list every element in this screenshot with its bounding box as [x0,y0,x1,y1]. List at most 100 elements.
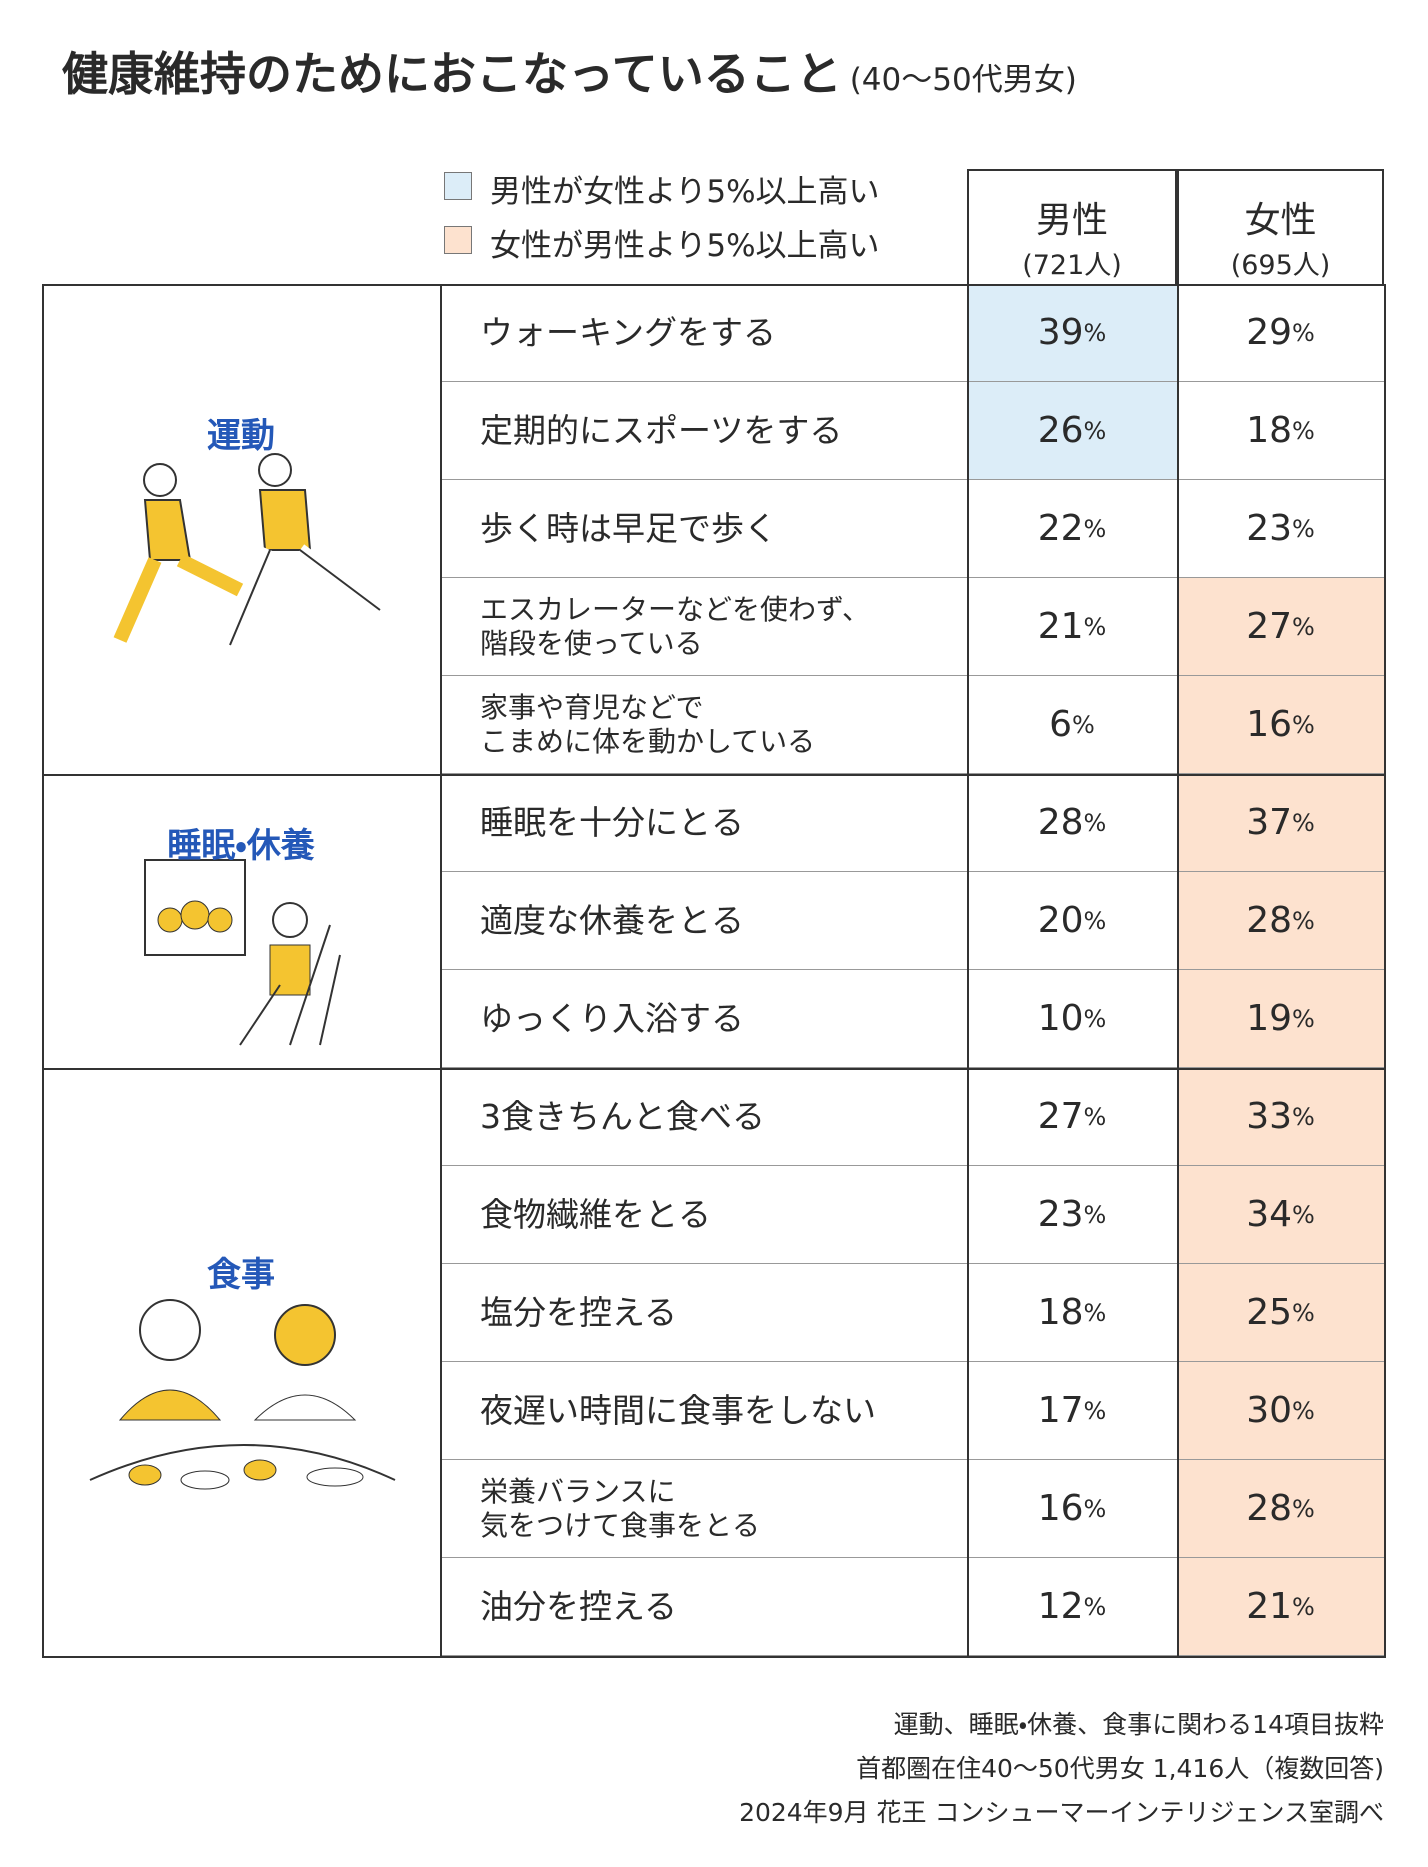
unit: % [1292,710,1315,739]
item-cell: 油分を控える [440,1558,967,1656]
unit: % [1292,612,1315,641]
rest-illustration [144,859,341,1046]
unit: % [1083,1102,1107,1131]
value: 6 [1049,704,1073,745]
value: 29 [1246,312,1292,353]
value-cell: 21% [1177,1558,1384,1656]
value: 23 [1037,1194,1084,1235]
value-cell: 37% [1177,774,1384,872]
value-cell: 16% [1177,676,1384,774]
unit: % [1083,416,1107,445]
legend-swatch [444,172,472,200]
value: 19 [1246,998,1292,1039]
column-count: (695人) [1230,250,1331,281]
unit: % [1083,1396,1107,1425]
unit: % [1083,1494,1107,1523]
column-label: 女性 [1244,200,1317,241]
unit: % [1292,1200,1315,1229]
value: 37 [1246,802,1292,843]
unit: % [1083,514,1107,543]
value: 22 [1037,508,1084,549]
running-illustration [113,453,385,648]
unit: % [1292,318,1315,347]
value-cell: 26% [967,382,1177,480]
unit: % [1083,1592,1107,1621]
value-cell: 27% [967,1068,1177,1166]
item-cell: 夜遅い時間に食事をしない [440,1362,967,1460]
unit: % [1083,808,1107,837]
group-label: 食事 [207,1255,275,1295]
value-cell: 23% [1177,480,1384,578]
value-cell: 12% [967,1558,1177,1656]
unit: % [1292,1494,1315,1523]
value: 28 [1246,1488,1292,1529]
value-cell: 39% [967,284,1177,382]
column-header: 女性 (695人) [1177,169,1384,284]
title: 健康維持のためにおこなっていること (40〜50代男女) [62,38,1077,104]
note: 首都圏在住40〜50代男女 1,416人（複数回答) [856,1754,1384,1783]
unit: % [1292,514,1315,543]
item-cell: 食物繊維をとる [440,1166,967,1264]
value: 16 [1037,1488,1084,1529]
value: 28 [1037,802,1084,843]
item-cell: 定期的にスポーツをする [440,382,967,480]
unit: % [1292,1592,1315,1621]
value: 18 [1037,1292,1084,1333]
value-cell: 21% [967,578,1177,676]
value-cell: 18% [967,1264,1177,1362]
value: 12 [1037,1586,1084,1627]
unit: % [1292,1102,1315,1131]
unit: % [1083,1200,1107,1229]
value: 39 [1037,312,1084,353]
meal-illustration [89,1299,396,1490]
unit: % [1083,1004,1107,1033]
value-cell: 10% [967,970,1177,1068]
item-cell: 栄養バランスに 気をつけて食事をとる [440,1460,967,1558]
column-label: 男性 [1035,200,1108,241]
item-cell: 塩分を控える [440,1264,967,1362]
value-cell: 17% [967,1362,1177,1460]
item-cell: 睡眠を十分にとる [440,774,967,872]
note: 運動、睡眠・休養、食事に関わる14項目抜粋 [893,1710,1384,1739]
value: 21 [1246,1586,1292,1627]
value-cell: 22% [967,480,1177,578]
unit: % [1292,1396,1315,1425]
item-cell: 歩く時は早足で歩く [440,480,967,578]
value: 21 [1037,606,1084,647]
value-cell: 6% [967,676,1177,774]
unit: % [1292,906,1315,935]
unit: % [1292,1298,1315,1327]
unit: % [1292,808,1315,837]
unit: % [1292,1004,1315,1033]
note: 2024年9月 花王 コンシューマーインテリジェンス室調べ [739,1798,1384,1827]
value: 28 [1246,900,1292,941]
item-cell: 家事や育児などで こまめに体を動かしている [440,676,967,774]
value: 27 [1246,606,1292,647]
value: 27 [1037,1096,1084,1137]
value-cell: 23% [967,1166,1177,1264]
value: 16 [1246,704,1292,745]
unit: % [1083,612,1107,641]
item-cell: ウォーキングをする [440,284,967,382]
value-cell: 27% [1177,578,1384,676]
value-cell: 29% [1177,284,1384,382]
value-cell: 28% [967,774,1177,872]
value-cell: 28% [1177,872,1384,970]
value-cell: 20% [967,872,1177,970]
unit: % [1083,906,1107,935]
value: 10 [1037,998,1084,1039]
column-header: 男性 (721人) [967,169,1177,284]
value-cell: 34% [1177,1166,1384,1264]
item-cell: 3食きちんと食べる [440,1068,967,1166]
subtitle: (40〜50代男女) [849,62,1077,98]
value-cell: 18% [1177,382,1384,480]
value: 26 [1037,410,1084,451]
unit: % [1292,416,1315,445]
value: 33 [1246,1096,1292,1137]
value-cell: 28% [1177,1460,1384,1558]
unit: % [1072,710,1095,739]
value-cell: 33% [1177,1068,1384,1166]
group-label: 睡眠・休養 [167,826,315,866]
unit: % [1083,1298,1107,1327]
